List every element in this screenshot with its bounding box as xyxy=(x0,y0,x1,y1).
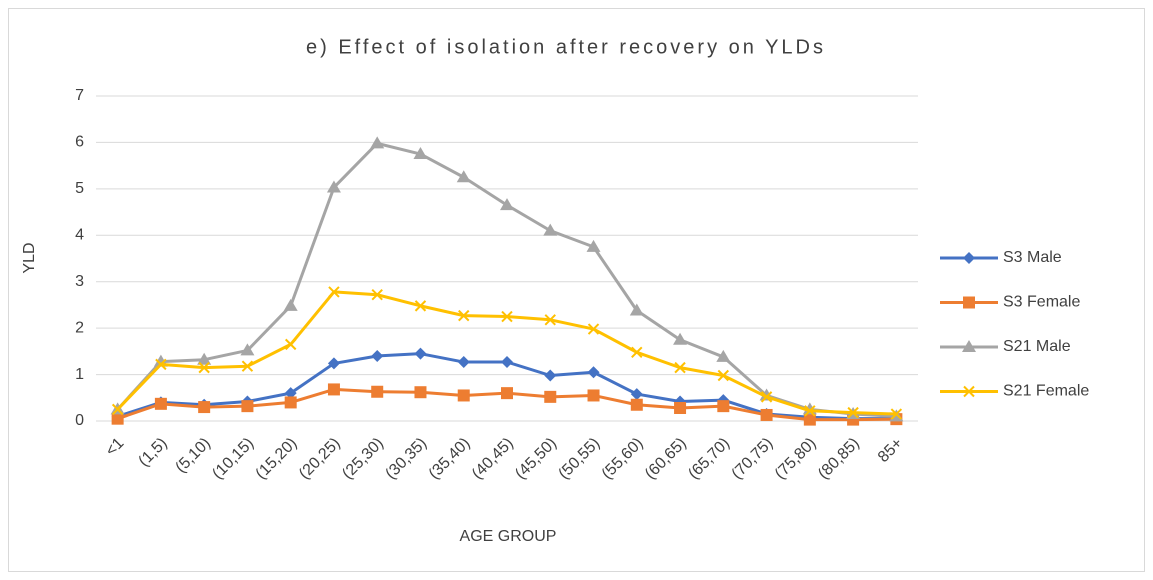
marker xyxy=(456,170,471,183)
marker xyxy=(804,405,816,417)
y-tick-label: 2 xyxy=(75,319,84,336)
legend-label: S21 Female xyxy=(1003,383,1089,400)
y-tick-label: 7 xyxy=(75,87,84,104)
marker xyxy=(717,400,730,413)
marker xyxy=(630,398,643,411)
marker xyxy=(716,349,731,362)
marker xyxy=(587,366,600,379)
marker xyxy=(155,358,167,371)
marker xyxy=(963,252,975,264)
x-axis-label: AGE GROUP xyxy=(460,528,557,545)
marker xyxy=(674,361,686,374)
marker xyxy=(457,389,470,402)
marker xyxy=(371,385,384,398)
marker xyxy=(803,413,816,426)
y-tick-label: 0 xyxy=(75,412,84,429)
y-tick-label: 1 xyxy=(75,366,84,383)
marker xyxy=(500,198,514,211)
marker xyxy=(963,296,975,309)
marker xyxy=(111,412,124,425)
marker xyxy=(326,180,341,193)
marker xyxy=(370,136,385,149)
marker xyxy=(371,350,384,362)
marker xyxy=(457,356,470,369)
marker xyxy=(284,338,297,351)
marker xyxy=(241,360,254,372)
marker xyxy=(327,383,340,396)
marker xyxy=(963,385,975,398)
marker xyxy=(284,387,297,400)
marker xyxy=(544,390,557,403)
marker xyxy=(586,239,601,252)
marker xyxy=(241,400,254,413)
y-tick-label: 6 xyxy=(75,134,84,151)
marker xyxy=(629,303,644,316)
marker xyxy=(674,402,687,414)
marker xyxy=(111,403,124,416)
marker xyxy=(284,396,297,409)
y-tick-label: 4 xyxy=(75,227,84,244)
marker xyxy=(501,310,513,323)
marker xyxy=(630,388,643,401)
marker xyxy=(327,357,340,370)
marker xyxy=(890,408,903,420)
marker xyxy=(631,346,643,358)
legend-label: S3 Male xyxy=(1003,249,1062,266)
marker xyxy=(198,401,211,414)
marker xyxy=(240,343,255,356)
marker xyxy=(962,340,976,352)
marker xyxy=(673,332,688,345)
marker xyxy=(544,369,557,382)
marker xyxy=(543,223,558,236)
marker xyxy=(847,406,859,419)
marker xyxy=(154,397,167,410)
marker xyxy=(587,389,600,402)
chart-border xyxy=(8,8,1145,572)
legend-label: S21 Male xyxy=(1003,338,1071,355)
marker xyxy=(760,391,773,403)
marker xyxy=(544,314,556,326)
marker xyxy=(414,386,427,399)
marker xyxy=(458,309,470,322)
marker xyxy=(501,356,513,369)
marker xyxy=(717,369,730,382)
marker xyxy=(760,408,773,421)
marker xyxy=(414,300,427,312)
marker xyxy=(414,347,427,360)
marker xyxy=(413,147,428,160)
marker xyxy=(371,289,383,301)
marker xyxy=(501,387,513,400)
y-tick-label: 3 xyxy=(75,273,84,290)
marker xyxy=(283,298,298,311)
legend-label: S3 Female xyxy=(1003,294,1080,311)
chart-title: e) Effect of isolation after recovery on… xyxy=(306,36,826,58)
marker xyxy=(587,323,600,335)
marker xyxy=(328,286,340,298)
marker xyxy=(198,361,210,374)
y-axis-label: YLD xyxy=(21,242,38,273)
y-tick-label: 5 xyxy=(75,180,84,197)
marker xyxy=(197,352,212,365)
